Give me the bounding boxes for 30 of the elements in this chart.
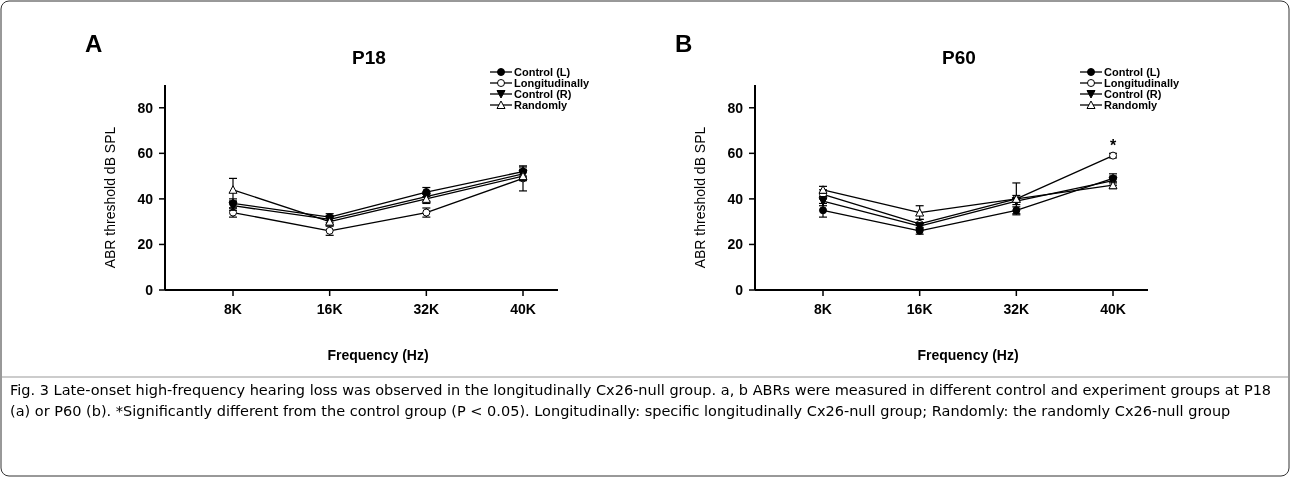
y-tick-label: 80 <box>727 99 744 116</box>
y-tick-label: 40 <box>727 190 744 207</box>
caption: Fig. 3 Late-onset high-frequency hearing loss was observed in the longitudinally Cx26-null group. a, b ABRs were measured in different control and experiment groups at P18 (a) or P60 (b). *Significantly different from the control group (P < 0.05). Longitudinally: specific longitudinally Cx26-null group; Randomly: the randomly Cx26-null group <box>10 381 1273 421</box>
y-tick-label: 60 <box>137 145 154 162</box>
x-tick-label: 16K <box>906 301 933 317</box>
annotation: * <box>1109 137 1117 155</box>
x-tick-label: 32K <box>413 301 440 317</box>
text: B <box>675 30 693 57</box>
legend-label: Control (L) <box>1104 65 1161 78</box>
y-tick-label: 0 <box>735 281 744 298</box>
x-tick-label: 32K <box>1003 301 1030 317</box>
text: A <box>85 30 103 57</box>
x-tick-label: 16K <box>316 301 343 317</box>
x-tick-label: 8K <box>224 301 242 317</box>
y-axis-title: ABR threshold dB SPL <box>102 126 118 269</box>
y-tick-label: 0 <box>145 281 154 298</box>
legend-label: Control (L) <box>514 65 571 78</box>
x-tick-label: 8K <box>814 301 832 317</box>
x-axis-title: Frequency (Hz) <box>327 347 429 363</box>
y-tick-label: 20 <box>137 236 154 253</box>
x-axis-title: Frequency (Hz) <box>917 347 1019 363</box>
y-tick-label: 40 <box>137 190 154 207</box>
y-tick-label: 80 <box>137 99 154 116</box>
chart-title: P18 <box>352 47 386 68</box>
y-tick-label: 20 <box>727 236 744 253</box>
y-tick-label: 60 <box>727 145 744 162</box>
y-axis-title: ABR threshold dB SPL <box>692 126 708 269</box>
chart-title: P60 <box>942 47 976 68</box>
x-tick-label: 40K <box>510 301 536 317</box>
x-tick-label: 40K <box>1100 301 1126 317</box>
